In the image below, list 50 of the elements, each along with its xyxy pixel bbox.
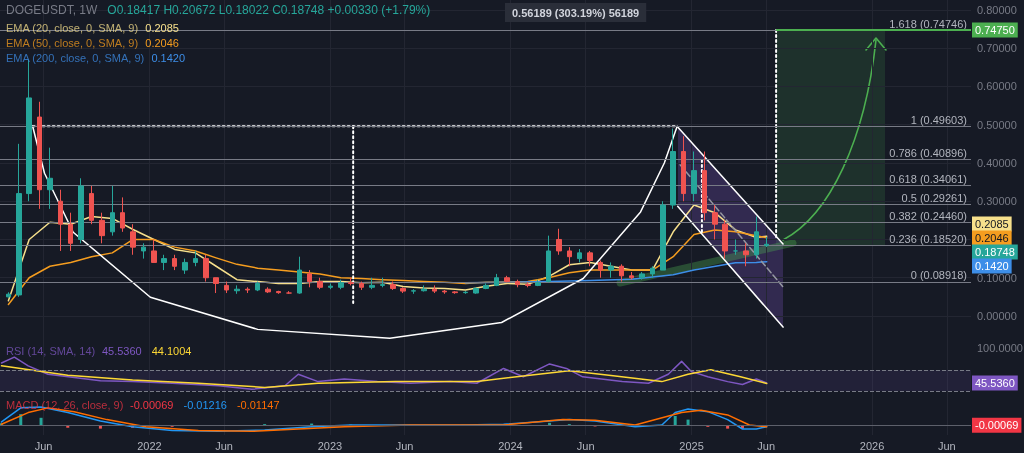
text: 45.5360 bbox=[101, 345, 142, 357]
x-tick-label: 2022 bbox=[137, 439, 162, 452]
x-tick-label: 2023 bbox=[317, 439, 343, 452]
text: EMA (200, close, 0, SMA, 9) bbox=[6, 52, 145, 64]
text: 45.5360 bbox=[975, 376, 1015, 389]
x-tick-label: Jun bbox=[937, 439, 956, 452]
y-tick-label: 0.80000 bbox=[977, 3, 1017, 16]
y-tick-label: 0.00000 bbox=[977, 309, 1017, 322]
text: 0.2085 bbox=[975, 217, 1009, 230]
text: 100.0000 bbox=[977, 342, 1023, 354]
annotation: 0.2085 bbox=[145, 22, 179, 34]
ref-line-label: 0.236 (0.18520) bbox=[889, 232, 967, 245]
ref-line-label: 0.618 (0.34061) bbox=[889, 173, 967, 186]
x-tick-label: 2026 bbox=[859, 439, 885, 452]
text: 0.1420 bbox=[975, 259, 1009, 272]
x-tick-label: Jun bbox=[395, 439, 414, 452]
text: EMA (50, close, 0, SMA, 9) bbox=[6, 37, 139, 49]
series-label: MACD (12, 26, close, 9) bbox=[6, 399, 124, 411]
text: 0.18748 bbox=[975, 245, 1015, 258]
y-tick-label: 0.60000 bbox=[977, 80, 1017, 93]
ref-line-label: 0 (0.08918) bbox=[910, 269, 967, 282]
y-tick-label: 0.40000 bbox=[977, 156, 1017, 169]
annotation: 0.1420 bbox=[151, 52, 186, 64]
ref-line-label: 0.5 (0.29261) bbox=[901, 191, 967, 204]
ref-line-label: 0.382 (0.24460) bbox=[889, 209, 967, 222]
y-tick-label: 0.70000 bbox=[977, 42, 1017, 55]
y-tick-label: 0.50000 bbox=[977, 118, 1017, 131]
text: -0.00069 bbox=[975, 419, 1019, 432]
x-tick-label: Jun bbox=[757, 439, 776, 452]
text: 0.2046 bbox=[975, 231, 1009, 244]
annotation: -0.01147 bbox=[236, 399, 280, 411]
annotation: -0.00069 bbox=[130, 399, 174, 411]
ref-line-label: 0.786 (0.40896) bbox=[889, 147, 967, 160]
text: 44.1004 bbox=[151, 345, 192, 357]
annotation: 0.74750 bbox=[975, 24, 1015, 37]
chart-title: DOGEUSDT, 1W bbox=[6, 3, 99, 17]
x-tick-label: 2025 bbox=[679, 439, 704, 452]
annotation: 0.56189 (303.19%) 56189 bbox=[512, 6, 640, 19]
annotation: -0.01216 bbox=[183, 399, 227, 411]
x-tick-label: Jun bbox=[576, 439, 595, 452]
annotation: 0.2046 bbox=[145, 37, 179, 49]
y-tick-label: 0.30000 bbox=[977, 195, 1017, 208]
chart-subtitle: O0.18417 H0.20672 L0.18022 C0.18748 +0.00330 (+1.79%) bbox=[107, 3, 431, 17]
ref-line-label: 1 (0.49603) bbox=[910, 113, 967, 126]
y-tick-label: 0.10000 bbox=[977, 271, 1017, 284]
x-tick-label: Jun bbox=[34, 439, 53, 452]
x-tick-label: 2024 bbox=[498, 439, 523, 452]
series-label: RSI (14, SMA, 14) bbox=[6, 345, 96, 357]
x-tick-label: Jun bbox=[215, 439, 233, 452]
ref-line-label: 1.618 (0.74746) bbox=[889, 17, 967, 30]
